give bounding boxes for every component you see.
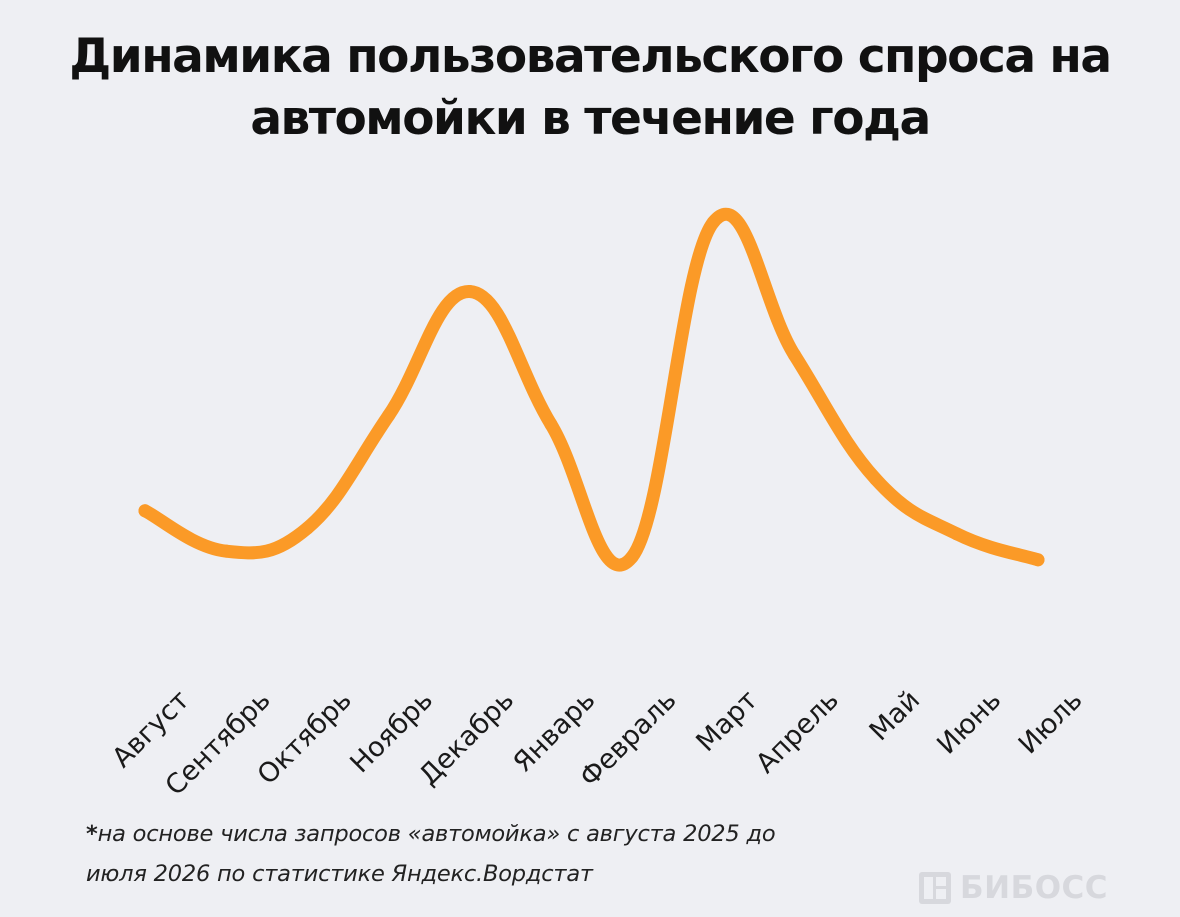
data-point-1 <box>138 504 152 518</box>
x-tick-label-10: Май <box>864 685 927 748</box>
data-point-5 <box>463 285 477 299</box>
chart-title-line-1: Динамика пользовательского спроса на <box>69 29 1112 84</box>
x-axis-tick-labels: АвгустСентябрьОктябрьНоябрьДекабрьЯнварь… <box>106 685 1088 802</box>
x-tick-label-9: Апрель <box>750 685 845 780</box>
data-point-3 <box>300 521 314 535</box>
data-point-8 <box>706 215 720 229</box>
data-points <box>138 215 1045 567</box>
data-point-9 <box>787 348 801 362</box>
logo: БИБОСС <box>918 868 1108 908</box>
x-tick-label-12: Июль <box>1013 685 1089 761</box>
bibos-logo-icon <box>919 872 951 904</box>
data-point-7 <box>625 550 639 564</box>
data-point-11 <box>950 527 964 541</box>
x-tick-label-11: Июнь <box>931 685 1007 761</box>
footnote-text-1: на основе числа запросов «автомойка» с а… <box>97 821 776 847</box>
logo-text: БИБОСС <box>960 870 1109 906</box>
data-point-6 <box>544 417 558 431</box>
chart-title: Динамика пользовательского спроса на авт… <box>0 26 1180 150</box>
data-point-4 <box>382 409 396 423</box>
data-point-2 <box>219 544 233 558</box>
data-point-10 <box>869 472 883 486</box>
chart-title-line-2: автомойки в течение года <box>250 91 931 146</box>
footnote-line-2: июля 2026 по статистике Яндекс.Вордстат <box>86 861 593 887</box>
data-point-12 <box>1031 553 1045 567</box>
footnote-line-1: *на основе числа запросов «автомойка» с … <box>86 814 886 854</box>
series-line <box>138 207 1045 572</box>
x-tick-label-8: Март <box>690 685 763 758</box>
footnote-star: * <box>86 821 98 847</box>
footnote: *на основе числа запросов «автомойка» с … <box>86 814 886 894</box>
